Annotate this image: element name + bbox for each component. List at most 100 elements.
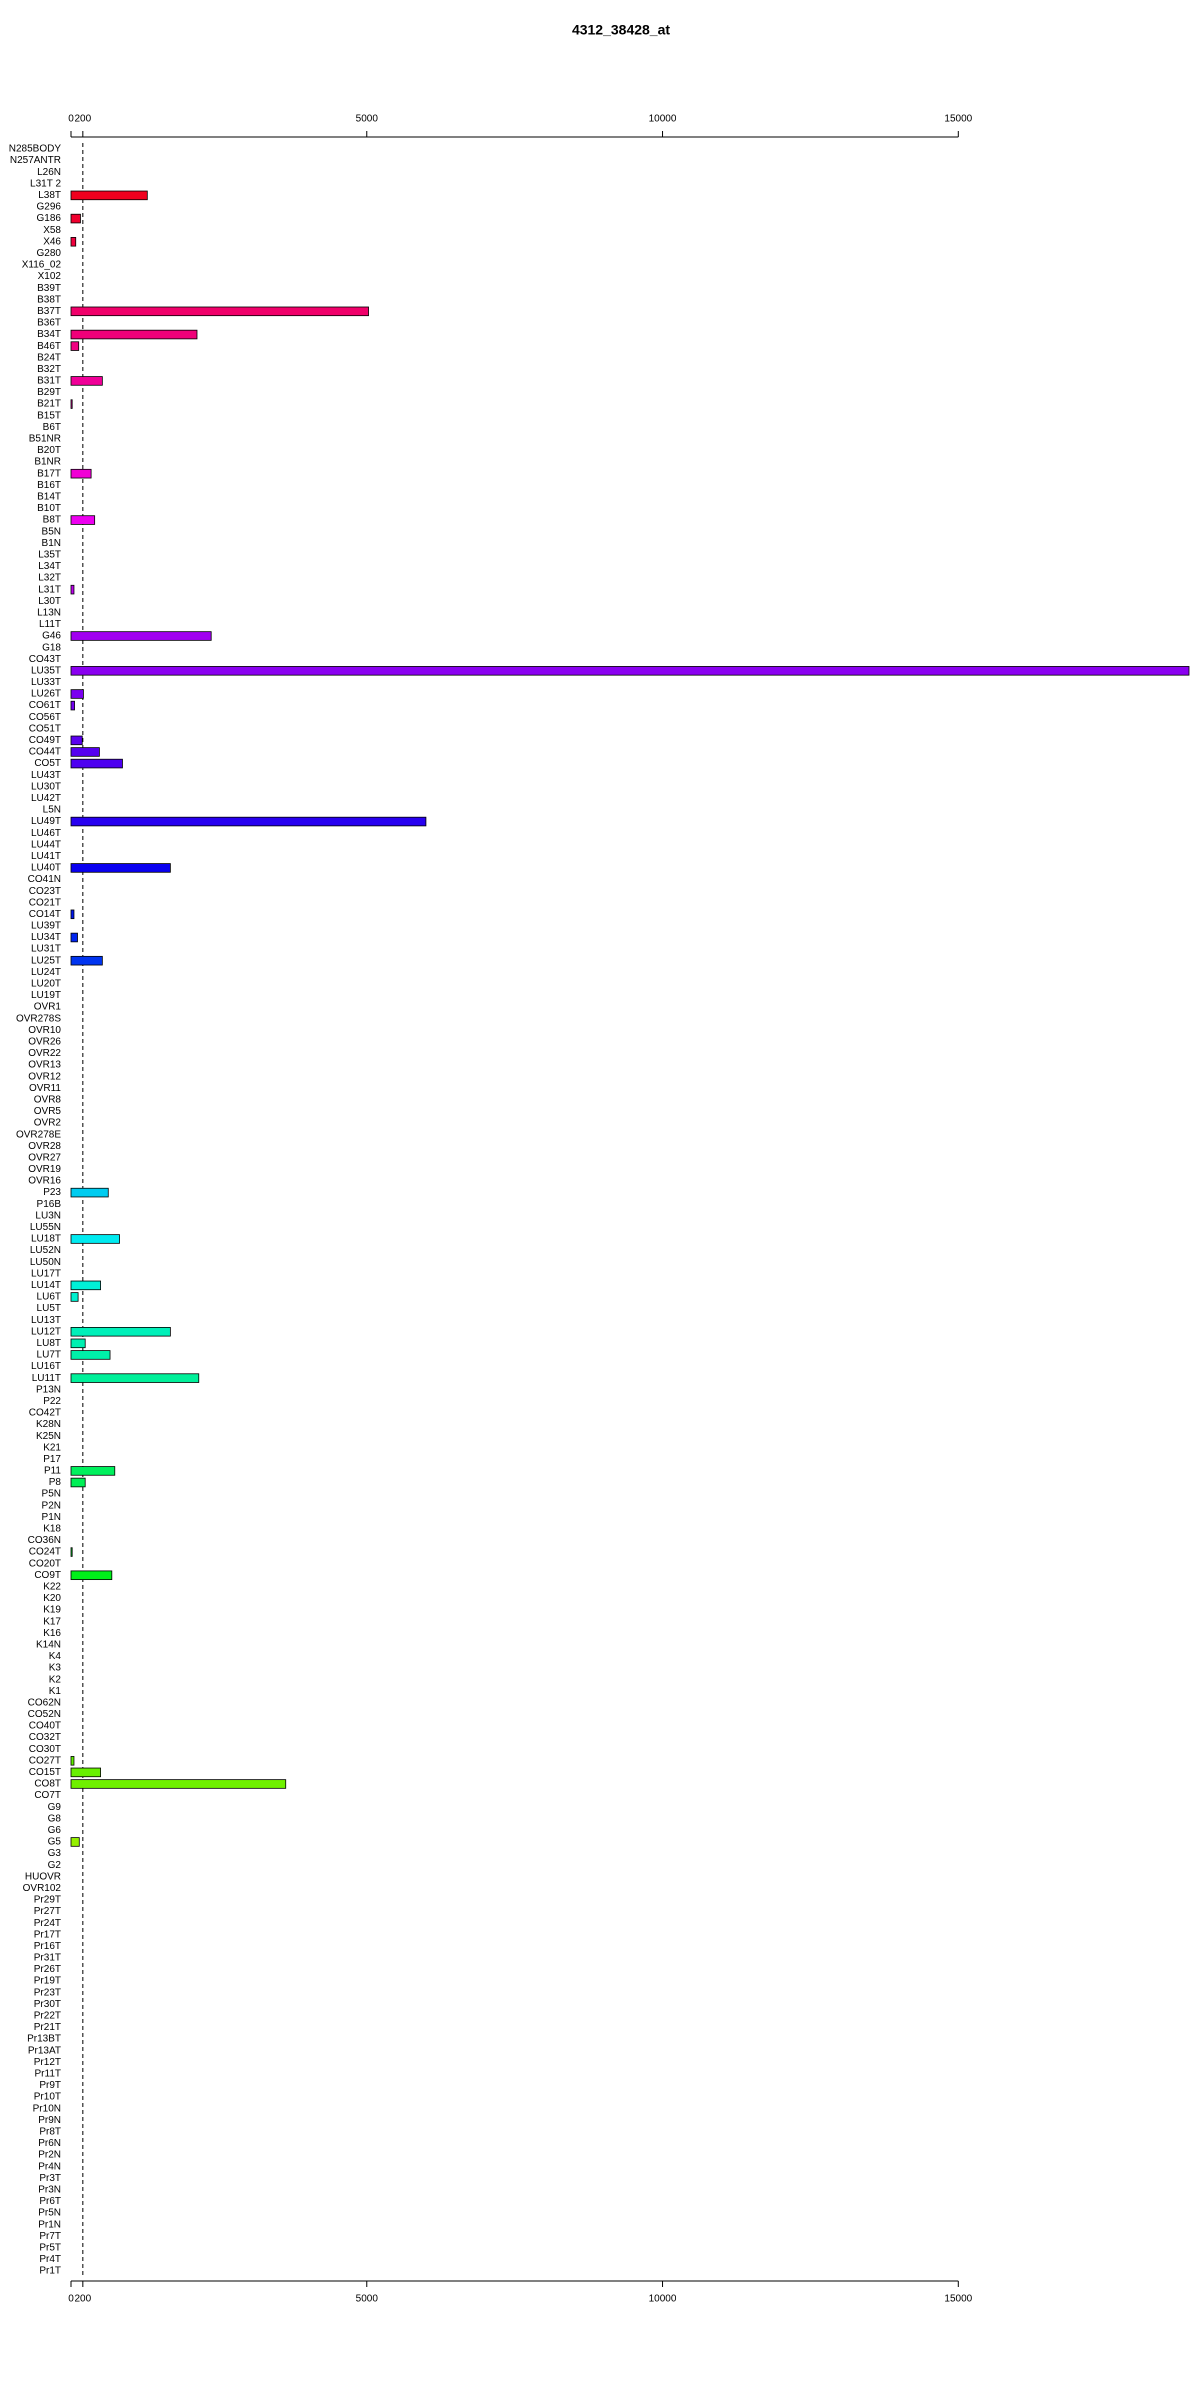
y-tick-label: CO24T xyxy=(29,1547,61,1558)
bar xyxy=(70,747,100,757)
x-tick-label: 15000 xyxy=(944,114,972,125)
y-tick-label: OVR28 xyxy=(28,1141,61,1152)
bar xyxy=(70,631,212,641)
y-tick-label: Pr1N xyxy=(38,2219,61,2230)
y-tick-label: L31T 2 xyxy=(30,178,61,189)
y-tick-label: LU43T xyxy=(31,770,61,781)
x-tick-label: 200 xyxy=(74,114,91,125)
y-tick-label: LU46T xyxy=(31,828,61,839)
y-tick-label: OVR1 xyxy=(34,1002,62,1013)
y-tick-label: LU39T xyxy=(31,921,61,932)
bar xyxy=(70,1187,109,1198)
y-tick-label: B51NR xyxy=(29,434,61,445)
y-tick-label: CO27T xyxy=(29,1755,61,1766)
y-tick-label: LU50N xyxy=(30,1257,61,1268)
y-tick-label: Pr6T xyxy=(39,2196,61,2207)
y-tick-label: X58 xyxy=(43,225,61,236)
x-tick-label: 5000 xyxy=(356,114,379,125)
y-tick-label: B16T xyxy=(37,480,61,491)
y-tick-label: HUOVR xyxy=(25,1871,61,1882)
y-tick-label: Pr11T xyxy=(35,2069,62,2080)
y-tick-label: B15T xyxy=(37,410,61,421)
y-tick-label: B37T xyxy=(37,306,61,317)
y-tick-label: B38T xyxy=(37,294,61,305)
y-tick-label: Pr2N xyxy=(38,2150,61,2161)
bar xyxy=(70,1466,116,1476)
y-tick-label: L35T xyxy=(38,549,61,560)
bar xyxy=(70,1756,75,1766)
y-tick-label: LU33T xyxy=(31,677,61,688)
bar xyxy=(70,863,171,873)
y-tick-label: G3 xyxy=(48,1848,62,1859)
x-tick-label: 200 xyxy=(74,2294,91,2305)
y-tick-label: B1NR xyxy=(34,457,61,468)
y-tick-label: Pr4T xyxy=(39,2254,61,2265)
bar xyxy=(70,1350,111,1360)
y-tick-label: LU35T xyxy=(31,665,61,676)
y-tick-label: L13N xyxy=(37,607,61,618)
bar xyxy=(70,468,92,479)
bar xyxy=(70,1570,113,1581)
bar xyxy=(70,1779,287,1789)
y-tick-label: LU8T xyxy=(37,1338,61,1349)
y-tick-label: LU26T xyxy=(31,689,61,700)
y-tick-label: CO32T xyxy=(29,1732,61,1743)
y-tick-label: L34T xyxy=(38,561,61,572)
y-tick-label: Pr3N xyxy=(38,2184,61,2195)
y-tick-label: B24T xyxy=(37,352,61,363)
y-tick-label: Pr17T xyxy=(34,1929,61,1940)
y-tick-label: G5 xyxy=(48,1837,62,1848)
bar xyxy=(70,1338,86,1349)
bar xyxy=(70,932,78,943)
y-tick-label: LU18T xyxy=(31,1234,61,1245)
y-tick-label: LU24T xyxy=(31,967,61,978)
y-tick-label: L38T xyxy=(38,190,61,201)
y-tick-label: CO43T xyxy=(29,654,61,665)
y-tick-label: Pr12T xyxy=(34,2057,61,2068)
y-tick-label: LU31T xyxy=(31,944,61,955)
y-tick-label: LU55N xyxy=(30,1222,61,1233)
y-tick-label: LU16T xyxy=(31,1361,61,1372)
x-tick-label: 5000 xyxy=(356,2294,379,2305)
y-tick-label: L30T xyxy=(38,596,61,607)
y-tick-label: B21T xyxy=(37,399,61,410)
y-tick-label: K18 xyxy=(43,1524,61,1535)
x-tick-label: 10000 xyxy=(649,2294,677,2305)
y-tick-label: B20T xyxy=(37,445,61,456)
y-tick-label: Pr27T xyxy=(34,1906,61,1917)
bar xyxy=(70,237,77,247)
y-tick-label: P11 xyxy=(44,1466,61,1477)
bar xyxy=(70,306,369,317)
y-tick-label: LU49T xyxy=(31,816,61,827)
y-tick-label: CO56T xyxy=(29,712,61,723)
y-tick-label: G186 xyxy=(37,213,62,224)
y-tick-label: LU11T xyxy=(32,1373,61,1384)
y-tick-label: K2 xyxy=(49,1674,62,1685)
bar xyxy=(70,213,81,224)
y-tick-label: Pr9N xyxy=(38,2115,61,2126)
y-tick-label: K20 xyxy=(43,1593,61,1604)
bar xyxy=(70,666,1190,676)
y-tick-label: LU14T xyxy=(31,1280,61,1291)
y-tick-label: CO44T xyxy=(29,747,61,758)
bar xyxy=(70,190,148,201)
y-tick-label: CO9T xyxy=(34,1570,61,1581)
y-tick-label: Pr19T xyxy=(34,1976,61,1987)
y-tick-label: LU7T xyxy=(37,1350,61,1361)
y-tick-label: OVR22 xyxy=(28,1048,61,1059)
y-tick-label: G18 xyxy=(42,642,61,653)
bar xyxy=(70,376,103,386)
bar xyxy=(70,341,80,351)
y-tick-label: Pr22T xyxy=(34,2011,61,2022)
y-tick-label: OVR5 xyxy=(34,1106,62,1117)
y-tick-label: L26N xyxy=(37,167,61,178)
y-tick-label: Pr8T xyxy=(39,2126,61,2137)
y-tick-label: K17 xyxy=(43,1616,61,1627)
y-tick-label: B5N xyxy=(42,526,61,537)
y-tick-label: K22 xyxy=(43,1581,61,1592)
y-tick-label: L32T xyxy=(38,573,61,584)
y-tick-label: B14T xyxy=(37,492,61,503)
y-tick-label: K14N xyxy=(36,1639,61,1650)
y-tick-label: CO21T xyxy=(29,897,61,908)
y-tick-label: LU6T xyxy=(37,1292,61,1303)
